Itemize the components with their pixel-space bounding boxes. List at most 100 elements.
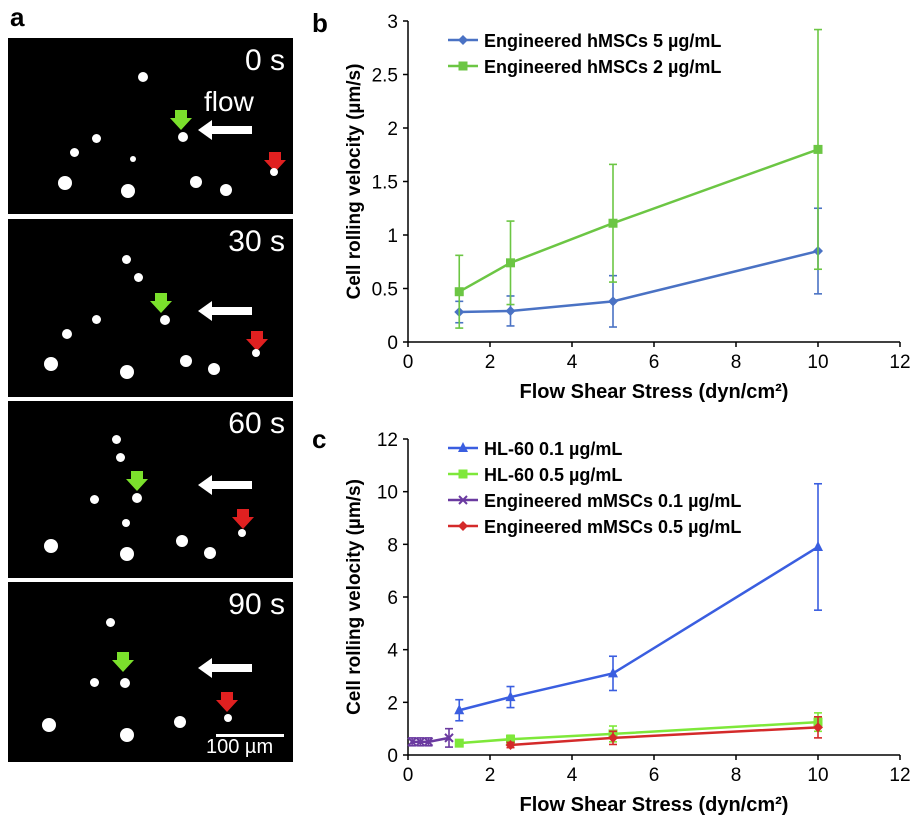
cell: [174, 716, 186, 728]
cell: [90, 495, 99, 504]
x-tick-label: 12: [889, 765, 910, 786]
cell: [190, 176, 202, 188]
cell: [62, 329, 72, 339]
cell: [252, 349, 260, 357]
red-arrow-icon: [246, 331, 268, 351]
series: [454, 207, 823, 328]
panel-letter-a: a: [10, 2, 25, 32]
green-arrow-icon: [112, 652, 134, 672]
x-tick-label: 2: [485, 352, 496, 373]
frame-time-label: 0 s: [244, 44, 285, 77]
x-axis-label: Flow Shear Stress (dyn/cm²): [520, 381, 789, 403]
y-tick-label: 6: [387, 588, 398, 609]
data-point: [454, 738, 464, 748]
panel-letter-b: b: [312, 8, 328, 38]
x-tick-label: 10: [807, 352, 828, 373]
legend-label: HL-60 0.5 µg/mL: [484, 465, 622, 485]
data-point: [458, 35, 468, 45]
x-tick-label: 0: [403, 765, 414, 786]
cell: [224, 714, 232, 722]
series-line: [412, 736, 450, 744]
legend: Engineered hMSCs 5 µg/mL Engineered hMSCs…: [448, 31, 721, 77]
cell: [58, 176, 72, 190]
cell: [122, 255, 131, 264]
series: [454, 28, 823, 329]
data-point: [407, 737, 417, 747]
x-tick-label: 10: [807, 765, 828, 786]
cell: [120, 678, 130, 688]
cell: [134, 273, 143, 282]
flow-direction-arrow-icon: [198, 301, 252, 321]
data-point: [608, 732, 618, 743]
data-point: [506, 258, 515, 268]
cell: [204, 547, 216, 559]
cell: [138, 72, 148, 82]
cell: [120, 547, 134, 561]
x-axis-label: Flow Shear Stress (dyn/cm²): [520, 794, 789, 816]
data-point: [608, 218, 618, 228]
x-tick-label: 6: [649, 765, 660, 786]
micrograph-frame-90s: 90 s 100 µm: [8, 582, 293, 762]
series-line: [459, 249, 819, 314]
data-point: [454, 287, 464, 297]
scale-bar-label: 100 µm: [206, 736, 274, 758]
cell: [112, 435, 121, 444]
cell: [70, 148, 79, 157]
cell: [92, 315, 101, 324]
data-point: [444, 733, 454, 743]
cell: [120, 365, 134, 379]
cell: [92, 134, 101, 143]
scale-bar: [216, 734, 284, 737]
y-tick-label: 3: [387, 12, 398, 33]
y-tick-label: 2: [387, 693, 398, 714]
y-axis-label: Cell rolling velocity (µm/s): [344, 64, 365, 300]
x-tick-label: 2: [485, 765, 496, 786]
y-tick-label: 1: [387, 226, 398, 247]
chart-panel-c: 0 2 4 6 8 10 12 0 2 4 6 8 10 12 Flow Shear Stress (dyn…: [344, 430, 910, 816]
x-tick-label: 4: [567, 765, 578, 786]
cell: [132, 493, 142, 503]
data-point: [506, 734, 515, 744]
cell: [120, 728, 134, 742]
y-tick-label: 2: [387, 119, 398, 140]
x-tick-label: 8: [731, 352, 742, 373]
series: [505, 716, 823, 750]
red-arrow-icon: [216, 692, 238, 712]
y-tick-label: 0: [387, 746, 398, 767]
data-point: [505, 305, 516, 316]
series: [454, 482, 823, 722]
data-point: [608, 667, 618, 678]
legend: HL-60 0.1 µg/mL HL-60 0.5 µg/mL Engineered…: [448, 439, 741, 537]
data-point: [458, 442, 468, 452]
micrograph-frame-0s: 0 s flow: [8, 38, 293, 214]
data-point: [813, 722, 823, 733]
green-arrow-icon: [170, 110, 192, 130]
y-tick-label: 2.5: [372, 66, 398, 87]
micrograph-frame-30s: 30 s: [8, 219, 293, 397]
data-point: [813, 144, 823, 154]
frame-time-label: 30 s: [228, 225, 285, 258]
cell: [44, 539, 58, 553]
cell: [122, 519, 130, 527]
data-point: [415, 737, 426, 747]
x-tick-label: 0: [403, 352, 414, 373]
cell: [208, 363, 220, 375]
frame-time-label: 90 s: [228, 588, 285, 621]
cell: [44, 357, 58, 371]
series: [407, 727, 454, 748]
y-tick-label: 0: [387, 333, 398, 354]
legend-label: HL-60 0.1 µg/mL: [484, 439, 622, 459]
y-tick-label: 4: [387, 641, 398, 662]
legend-label: Engineered mMSCs 0.1 µg/mL: [484, 491, 741, 511]
cell: [106, 618, 115, 627]
x-tick-label: 4: [567, 352, 578, 373]
series-line: [458, 148, 819, 293]
cell: [176, 535, 188, 547]
legend-label: Engineered hMSCs 2 µg/mL: [484, 57, 721, 77]
data-point: [608, 296, 618, 307]
data-point: [458, 521, 468, 531]
y-tick-label: 0.5: [372, 280, 398, 301]
green-arrow-icon: [150, 293, 172, 313]
series-line: [459, 720, 819, 745]
flow-direction-arrow-icon: [198, 658, 252, 678]
